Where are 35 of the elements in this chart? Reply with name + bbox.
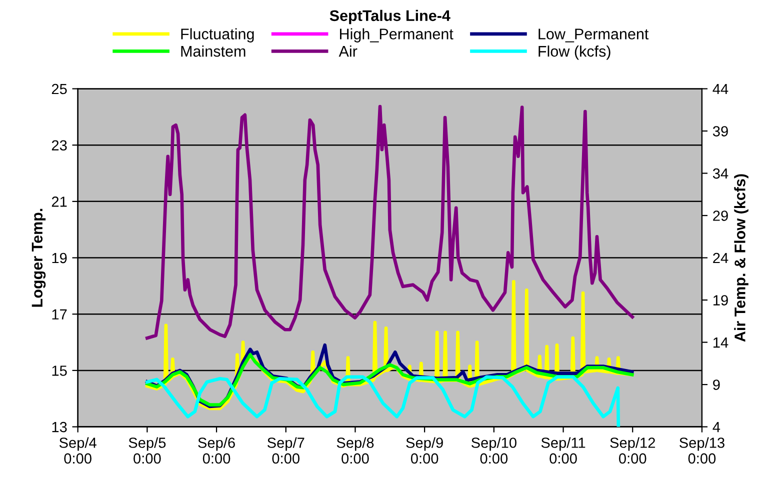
- chart-title: SeptTalus Line-4: [330, 10, 450, 24]
- x-tick-label: Sep/5 0:00: [128, 437, 166, 464]
- y-tick-label: 21: [52, 196, 67, 207]
- x-tick-label: Sep/12 0:00: [610, 437, 655, 464]
- y-tick-label: 23: [52, 140, 67, 151]
- x-tick-label: Sep/8 0:00: [336, 437, 374, 464]
- x-tick-label: Sep/13 0:00: [680, 437, 724, 464]
- x-tick-label: Sep/10 0:00: [471, 437, 516, 464]
- y2-tick-label: 39: [712, 126, 728, 136]
- y2-tick-label: 4: [712, 422, 720, 432]
- x-tick-label: Sep/4 0:00: [59, 437, 96, 464]
- legend-label: Flow (kcfs): [538, 46, 610, 60]
- y-tick-label: 19: [52, 252, 67, 264]
- y-tick-label: 17: [52, 309, 67, 320]
- y2-tick-label: 24: [713, 252, 728, 264]
- y2-axis-title: Air Temp. & Flow (kcfs): [734, 174, 748, 342]
- x-tick-label: Sep/6 0:00: [198, 437, 235, 464]
- y2-tick-label: 29: [713, 210, 728, 221]
- y-tick-label: 13: [52, 422, 67, 432]
- y2-tick-label: 19: [713, 295, 728, 306]
- x-tick-label: Sep/7 0:00: [267, 437, 304, 464]
- x-tick-label: Sep/11 0:00: [541, 437, 586, 464]
- legend-label: High_Permanent: [340, 28, 454, 42]
- y-tick-label: 15: [52, 366, 67, 376]
- y2-tick-label: 9: [713, 380, 720, 390]
- y-axis-title: Logger Temp.: [32, 208, 46, 307]
- legend-label: Fluctuating: [181, 28, 254, 42]
- y2-tick-label: 14: [713, 338, 728, 348]
- y2-tick-label: 34: [712, 168, 728, 179]
- y2-tick-label: 44: [712, 84, 728, 94]
- legend-label: Low_Permanent: [538, 28, 649, 42]
- x-tick-label: Sep/9 0:00: [406, 437, 443, 464]
- y-tick-label: 25: [52, 84, 67, 94]
- legend-label: Air: [338, 46, 358, 57]
- legend-label: Mainstem: [181, 46, 246, 57]
